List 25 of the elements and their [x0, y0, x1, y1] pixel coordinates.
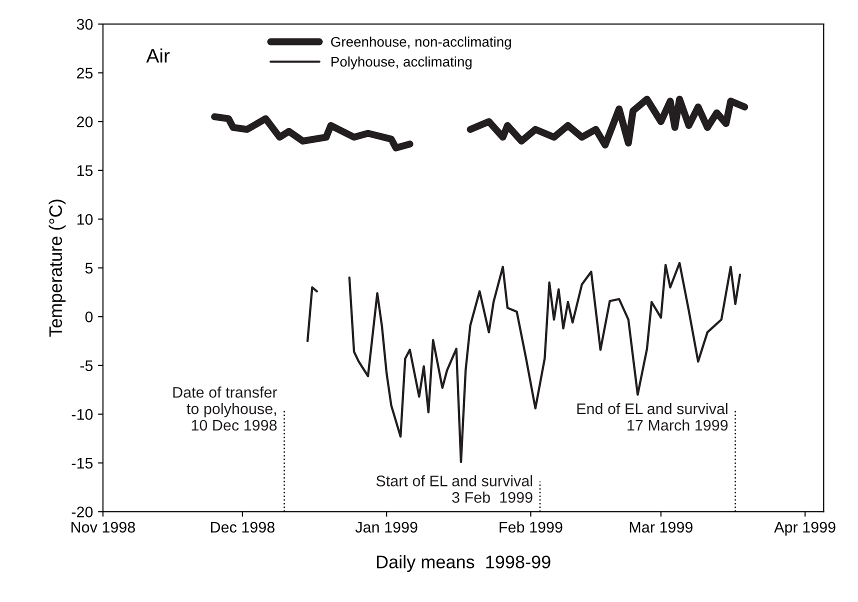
x-axis-title: Daily means 1998-99: [376, 555, 550, 572]
x-tick-label: Feb 1999: [500, 521, 562, 533]
legend-label: Polyhouse, acclimating: [332, 56, 472, 70]
ref-line-label: End of EL and survival 17 March 1999: [577, 402, 728, 431]
y-tick-label: 10: [77, 214, 93, 225]
y-tick-label: 0: [85, 312, 93, 322]
x-tick-label: Jan 1999: [355, 522, 418, 533]
y-tick-label: 15: [77, 165, 93, 176]
x-tick-label: Dec 1998: [211, 522, 274, 533]
ref-line-label: Date of transfer to polyhouse, 10 Dec 1998: [173, 386, 278, 431]
x-tick-label: Apr 1999: [774, 522, 836, 536]
y-tick-label: -10: [72, 409, 93, 420]
ref-line-label: Start of EL and survival 3 Feb 1999: [376, 475, 532, 503]
y-tick-label: 30: [76, 18, 93, 30]
y-tick-label: 5: [85, 262, 93, 274]
y-tick-label: -15: [72, 458, 93, 469]
legend-label: Greenhouse, non-acclimating: [331, 36, 511, 50]
y-tick-label: -5: [80, 360, 93, 372]
y-tick-label: 25: [77, 68, 93, 79]
y-axis-title: Temperature (°C): [48, 200, 66, 337]
annotation: Air: [146, 48, 170, 63]
x-tick-label: Mar 1999: [630, 522, 692, 533]
x-tick-label: Nov 1998: [72, 522, 135, 533]
y-tick-label: -20: [72, 506, 93, 518]
y-tick-label: 20: [77, 116, 93, 128]
